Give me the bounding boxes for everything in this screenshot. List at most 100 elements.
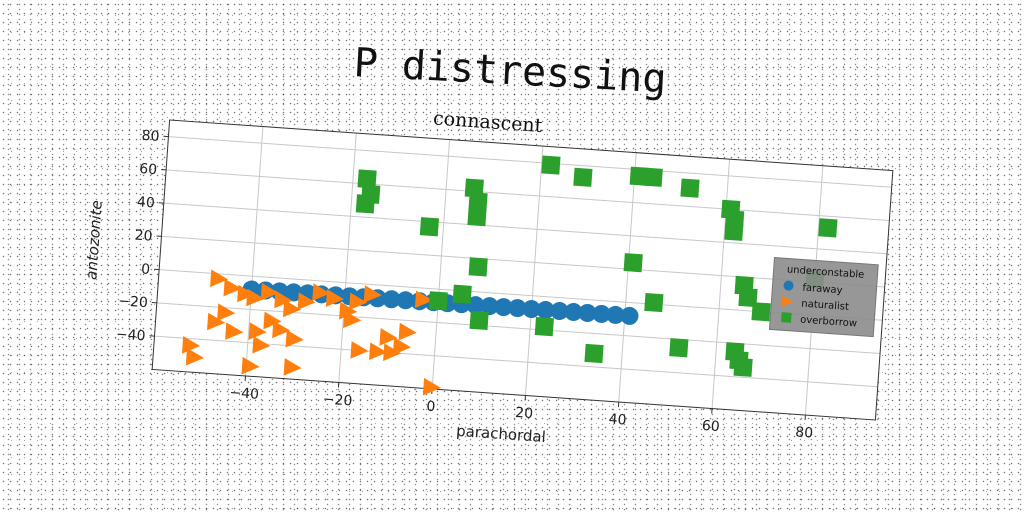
point-naturalist (363, 285, 382, 303)
point-naturalist (343, 310, 362, 329)
series-overborrow (355, 155, 838, 377)
point-naturalist (274, 290, 293, 309)
point-overborrow (733, 357, 753, 377)
grid-line-y (166, 169, 890, 221)
point-naturalist (246, 288, 265, 307)
x-tick-label: 20 (515, 405, 534, 422)
point-naturalist (369, 342, 388, 360)
legend-marker-naturalist (781, 295, 793, 307)
point-faraway (396, 291, 415, 310)
x-tick-label: −20 (322, 391, 353, 409)
point-overborrow (573, 167, 593, 187)
point-naturalist (263, 311, 282, 330)
point-naturalist (252, 335, 271, 354)
chart-title: connascent (432, 107, 543, 137)
point-overborrow (468, 192, 488, 212)
point-faraway (592, 304, 611, 323)
grid-line-x (244, 126, 264, 376)
point-naturalist (217, 303, 236, 321)
y-tick-label: 60 (139, 161, 158, 178)
point-naturalist (272, 320, 291, 339)
point-overborrow (357, 169, 377, 189)
point-naturalist (241, 356, 260, 375)
point-naturalist (207, 312, 226, 331)
plot-frame (151, 119, 894, 421)
point-overborrow (680, 178, 700, 198)
point-naturalist (339, 301, 358, 320)
point-naturalist (325, 289, 345, 307)
y-tick-label: 40 (136, 194, 155, 211)
point-naturalist (349, 292, 368, 311)
point-faraway (494, 298, 513, 317)
point-overborrow (355, 194, 375, 214)
legend-label-naturalist: naturalist (801, 299, 849, 313)
grid-line-x (431, 139, 451, 390)
point-faraway (382, 290, 401, 309)
point-faraway (522, 300, 541, 319)
point-faraway (536, 301, 555, 320)
point-faraway (550, 302, 569, 321)
point-overborrow (724, 221, 744, 241)
series-naturalist (181, 269, 442, 396)
legend-box (768, 257, 879, 338)
grid-line-y (163, 202, 888, 255)
point-overborrow (669, 338, 689, 358)
point-naturalist (283, 358, 302, 376)
point-naturalist (285, 329, 304, 348)
plot-area (152, 120, 893, 420)
grid-line-y (161, 235, 885, 288)
point-faraway (564, 302, 583, 321)
point-overborrow (534, 317, 554, 337)
grid-line-y (168, 136, 892, 188)
point-naturalist (414, 290, 434, 309)
y-tick-label: 0 (141, 261, 151, 278)
point-naturalist (312, 283, 331, 301)
point-overborrow (428, 291, 448, 311)
point-naturalist (260, 283, 279, 301)
legend-label-overborrow: overborrow (800, 315, 858, 330)
point-faraway (620, 306, 639, 325)
grid-line-x (618, 152, 637, 403)
grid-line-y (156, 302, 881, 354)
point-naturalist (210, 269, 229, 288)
legend-label-faraway: faraway (802, 283, 843, 297)
point-naturalist (383, 343, 402, 361)
point-faraway (606, 305, 625, 324)
point-overborrow (643, 167, 663, 187)
point-overborrow (467, 207, 487, 227)
legend-marker-faraway (783, 280, 794, 291)
point-faraway (284, 283, 303, 302)
point-naturalist (350, 341, 369, 359)
point-naturalist (237, 284, 256, 303)
point-overborrow (818, 218, 838, 238)
chart-rotated-group: −40 −20 0 20 40 60 80 −40 −20 0 20 40 60 80 connascent… (82, 107, 894, 446)
point-overborrow (469, 310, 489, 331)
point-overborrow (452, 284, 472, 304)
point-faraway (480, 297, 499, 316)
point-naturalist (282, 299, 302, 318)
point-overborrow (419, 217, 440, 237)
legend-title: underconstable (786, 264, 864, 280)
y-tick-label: 20 (134, 228, 153, 245)
x-tick-label: 0 (426, 399, 436, 416)
legend: underconstable faraway naturalist overborro… (768, 257, 879, 338)
y-tick-label: 80 (141, 128, 160, 145)
point-overborrow (623, 253, 643, 273)
x-tick-label: −40 (229, 385, 260, 403)
point-naturalist (392, 337, 412, 355)
point-naturalist (398, 322, 417, 341)
point-naturalist (297, 292, 316, 310)
point-naturalist (185, 347, 204, 366)
x-tick-label: 40 (608, 411, 627, 428)
y-tick-label: −20 (118, 293, 149, 311)
point-naturalist (181, 336, 201, 354)
point-overborrow (468, 257, 488, 277)
grid-line-y (154, 335, 878, 388)
point-faraway (508, 299, 527, 318)
x-tick-label: 80 (795, 424, 814, 441)
point-naturalist (379, 328, 398, 346)
point-overborrow (584, 343, 604, 364)
point-naturalist (248, 322, 267, 340)
